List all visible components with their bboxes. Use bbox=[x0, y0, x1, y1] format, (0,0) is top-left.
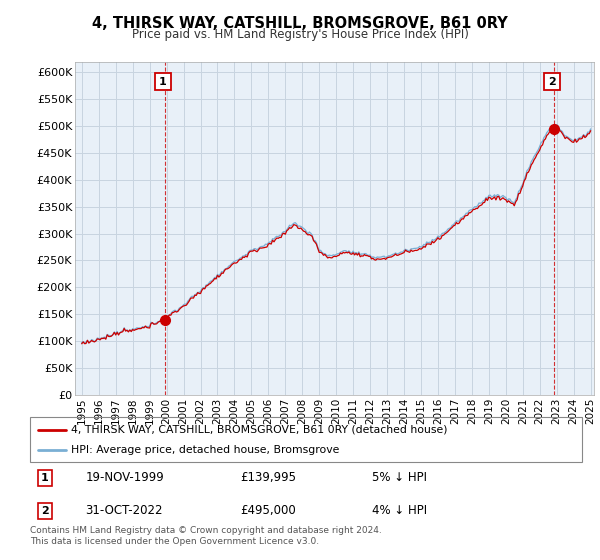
Text: 4, THIRSK WAY, CATSHILL, BROMSGROVE, B61 0RY: 4, THIRSK WAY, CATSHILL, BROMSGROVE, B61… bbox=[92, 16, 508, 31]
Text: £495,000: £495,000 bbox=[240, 504, 296, 517]
Text: HPI: Average price, detached house, Bromsgrove: HPI: Average price, detached house, Brom… bbox=[71, 445, 340, 455]
Text: 19-NOV-1999: 19-NOV-1999 bbox=[85, 471, 164, 484]
Text: £139,995: £139,995 bbox=[240, 471, 296, 484]
Text: 4, THIRSK WAY, CATSHILL, BROMSGROVE, B61 0RY (detached house): 4, THIRSK WAY, CATSHILL, BROMSGROVE, B61… bbox=[71, 424, 448, 435]
Text: 4% ↓ HPI: 4% ↓ HPI bbox=[372, 504, 427, 517]
Text: Contains HM Land Registry data © Crown copyright and database right 2024.
This d: Contains HM Land Registry data © Crown c… bbox=[30, 526, 382, 546]
Text: 1: 1 bbox=[41, 473, 49, 483]
Text: 31-OCT-2022: 31-OCT-2022 bbox=[85, 504, 163, 517]
Text: Price paid vs. HM Land Registry's House Price Index (HPI): Price paid vs. HM Land Registry's House … bbox=[131, 28, 469, 41]
Text: 2: 2 bbox=[41, 506, 49, 516]
Text: 1: 1 bbox=[159, 77, 167, 87]
Text: 5% ↓ HPI: 5% ↓ HPI bbox=[372, 471, 427, 484]
Text: 2: 2 bbox=[548, 77, 556, 87]
